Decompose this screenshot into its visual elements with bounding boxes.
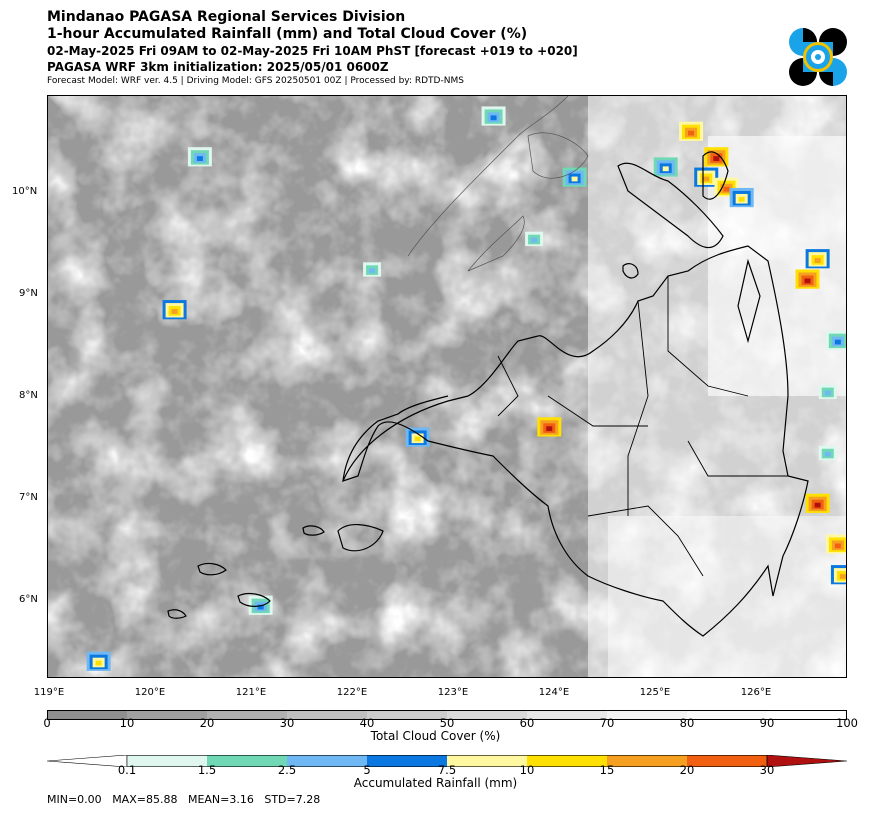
lon-label-119e: 119°E bbox=[33, 687, 65, 698]
cloud-colorbar-swatch bbox=[767, 710, 848, 720]
rain-cell bbox=[571, 176, 578, 182]
rain-colorbar-tick: 10 bbox=[519, 763, 535, 777]
lat-label-8n: 8°N bbox=[19, 390, 38, 401]
cloud-colorbar-swatch bbox=[287, 710, 368, 720]
lat-label-6n: 6°N bbox=[19, 594, 38, 605]
cloud-colorbar-border bbox=[47, 710, 847, 720]
cloud-colorbar-tick: 100 bbox=[836, 716, 858, 730]
lon-label-125e: 125°E bbox=[639, 687, 671, 698]
map-title: Mindanao PAGASA Regional Services Divisi… bbox=[47, 9, 406, 25]
cloud-colorbar-swatch bbox=[47, 710, 128, 720]
rain-colorbar-tick: 30 bbox=[759, 763, 775, 777]
cloud-colorbar-tick: 60 bbox=[519, 716, 535, 730]
rain-cell bbox=[257, 604, 264, 610]
cloud-colorbar-swatch bbox=[527, 710, 608, 720]
stat-mean: MEAN=3.16 bbox=[187, 793, 254, 806]
pagasa-logo bbox=[788, 27, 848, 87]
cloud-colorbar-label: Total Cloud Cover (%) bbox=[370, 729, 501, 743]
cloud-colorbar-ticks: 0 10 20 30 40 50 60 70 80 90 100 bbox=[43, 716, 858, 730]
weather-map bbox=[47, 95, 847, 678]
cloud-colorbar-tick: 70 bbox=[599, 716, 615, 730]
cloud-colorbar-tick: 0 bbox=[43, 716, 51, 730]
rain-colorbar-tick: 5 bbox=[363, 763, 371, 777]
rain-cell bbox=[414, 436, 421, 442]
rain-cell bbox=[490, 115, 497, 121]
rain-cell bbox=[196, 156, 203, 161]
cloud-colorbar-swatch bbox=[127, 710, 208, 720]
cloud-colorbar-tick: 30 bbox=[279, 716, 295, 730]
cloud-colorbar-swatch bbox=[207, 710, 288, 720]
stat-min: MIN=0.00 bbox=[47, 793, 102, 806]
lon-label-121e: 121°E bbox=[235, 687, 267, 698]
cloud-colorbar-tick: 50 bbox=[439, 716, 455, 730]
rain-cell bbox=[95, 660, 102, 666]
lat-label-10n: 10°N bbox=[12, 186, 38, 197]
rain-colorbar-tick: 0.1 bbox=[117, 763, 137, 777]
rain-cell bbox=[171, 309, 178, 314]
rain-colorbar-tick: 1.5 bbox=[197, 763, 217, 777]
lat-label-9n: 9°N bbox=[19, 288, 38, 299]
cloud-colorbar-tick: 20 bbox=[199, 716, 215, 730]
lat-label-7n: 7°N bbox=[19, 492, 38, 503]
rain-colorbar-swatch bbox=[447, 755, 528, 767]
rain-cell bbox=[713, 156, 720, 161]
cloud-cover-layer bbox=[48, 96, 846, 677]
rain-cell bbox=[662, 166, 669, 172]
rain-colorbar-swatch bbox=[687, 755, 768, 767]
rain-colorbar-border bbox=[126, 755, 768, 767]
forecast-period: 02-May-2025 Fri 09AM to 02-May-2025 Fri … bbox=[47, 44, 578, 58]
rain-colorbar-tick: 15 bbox=[599, 763, 615, 777]
rain-cell bbox=[723, 186, 730, 192]
rainfall-statistics: MIN=0.00 MAX=85.88 MEAN=3.16 STD=7.28 bbox=[47, 793, 320, 806]
rain-cell bbox=[839, 574, 846, 579]
rain-colorbar-swatch bbox=[607, 755, 688, 767]
rain-cell bbox=[824, 390, 831, 396]
cloud-colorbar-swatch bbox=[447, 710, 528, 720]
rain-cell bbox=[814, 502, 821, 508]
model-info: Forecast Model: WRF ver. 4.5 | Driving M… bbox=[47, 76, 464, 86]
palawan-negros-outline bbox=[407, 96, 589, 272]
rain-cell bbox=[834, 543, 841, 549]
rain-colorbar-swatch bbox=[207, 755, 288, 767]
rain-colorbar-swatch bbox=[287, 755, 368, 767]
rain-cell bbox=[546, 426, 553, 432]
lon-label-122e: 122°E bbox=[336, 687, 368, 698]
rain-colorbar-ticks: 0.1 1.5 2.5 5 7.5 10 15 20 30 bbox=[47, 763, 847, 777]
stat-max: MAX=85.88 bbox=[112, 793, 178, 806]
map-subtitle: 1-hour Accumulated Rainfall (mm) and Tot… bbox=[47, 26, 528, 42]
cloud-colorbar-tick: 10 bbox=[119, 716, 135, 730]
rain-colorbar-swatch bbox=[127, 755, 208, 767]
cloud-colorbar-tick: 90 bbox=[759, 716, 775, 730]
rain-cell bbox=[738, 196, 745, 202]
rain-cell bbox=[804, 278, 811, 284]
rain-cell bbox=[814, 258, 821, 263]
stat-std: STD=7.28 bbox=[264, 793, 321, 806]
rain-cell bbox=[834, 339, 841, 345]
rain-cell bbox=[531, 237, 538, 243]
lon-label-124e: 124°E bbox=[538, 687, 570, 698]
cloud-cover-colorbar bbox=[47, 705, 848, 720]
cloud-colorbar-swatch bbox=[607, 710, 688, 720]
rain-colorbar-swatch bbox=[367, 755, 448, 767]
rainfall-colorbar bbox=[46, 752, 848, 768]
rain-colorbar-tick: 20 bbox=[679, 763, 695, 777]
rainfall-layer bbox=[86, 106, 846, 671]
coastlines bbox=[167, 151, 809, 637]
rain-cell bbox=[688, 130, 695, 136]
cloud-colorbar-swatch bbox=[687, 710, 768, 720]
lon-label-123e: 123°E bbox=[437, 687, 469, 698]
rain-colorbar-tick: 2.5 bbox=[277, 763, 297, 777]
rain-cell bbox=[703, 176, 710, 182]
rain-colorbar-tick: 7.5 bbox=[437, 763, 457, 777]
rain-cell bbox=[369, 268, 376, 274]
lon-label-120e: 120°E bbox=[134, 687, 166, 698]
lon-label-126e: 126°E bbox=[740, 687, 772, 698]
rain-colorbar-swatch bbox=[527, 755, 608, 767]
cloud-colorbar-swatch bbox=[367, 710, 448, 720]
cloud-colorbar-tick: 40 bbox=[359, 716, 375, 730]
rain-cell bbox=[824, 451, 831, 457]
cloud-colorbar-tick: 80 bbox=[679, 716, 695, 730]
rain-colorbar-label: Accumulated Rainfall (mm) bbox=[353, 776, 518, 790]
initialization-time: PAGASA WRF 3km initialization: 2025/05/0… bbox=[47, 60, 389, 74]
